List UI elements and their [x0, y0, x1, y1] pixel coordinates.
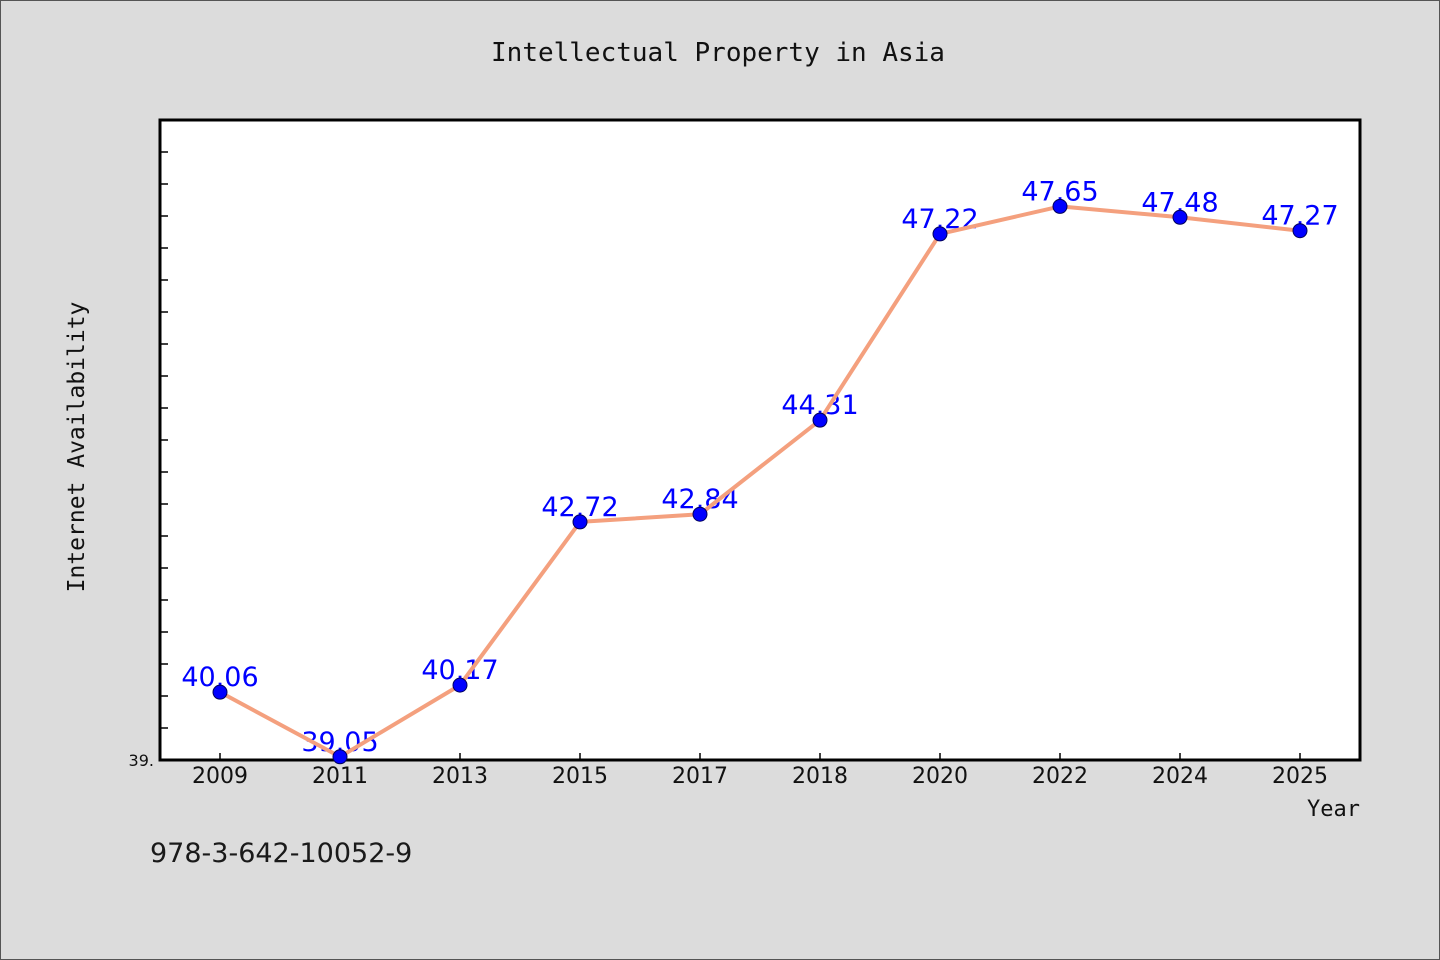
- x-axis-tick-labels: 2009 2011 2013 2015 2017 2018 2020 2022 2024 2025: [192, 764, 1328, 789]
- data-point: [812, 412, 828, 428]
- x-tick-label: 2018: [792, 764, 848, 789]
- data-point: [932, 226, 948, 242]
- plot-border: [158, 118, 1362, 762]
- x-tick-label: 2013: [432, 764, 488, 789]
- data-point: [572, 514, 588, 530]
- data-point: [332, 749, 348, 765]
- y-axis-label: Internet Availability: [64, 302, 90, 593]
- x-axis-label: Year: [1307, 797, 1360, 822]
- data-point: [1052, 198, 1068, 214]
- x-tick-label: 2022: [1032, 764, 1088, 789]
- y-axis-tick-labels: 39.: [129, 751, 154, 770]
- series-group: [218, 204, 1302, 759]
- series-line: [218, 204, 1302, 759]
- chart-title: Intellectual Property in Asia: [491, 38, 945, 68]
- x-tick-label: 2025: [1272, 764, 1328, 789]
- data-point: [1172, 209, 1188, 225]
- series-markers: [212, 198, 1308, 765]
- x-tick-label: 2009: [192, 764, 248, 789]
- x-tick-label: 2024: [1152, 764, 1208, 789]
- x-tick-label: 2015: [552, 764, 608, 789]
- x-tick-label: 2020: [912, 764, 968, 789]
- x-tick-label: 2011: [312, 764, 368, 789]
- plot-area: [160, 120, 1360, 760]
- annotation-text: 978-3-642-10052-9: [150, 838, 412, 869]
- x-tick-label: 2017: [672, 764, 728, 789]
- data-point: [692, 506, 708, 522]
- data-point: [452, 677, 468, 693]
- data-point: [1292, 223, 1308, 239]
- y-tick-label: 39.: [129, 751, 154, 770]
- data-point: [212, 684, 228, 700]
